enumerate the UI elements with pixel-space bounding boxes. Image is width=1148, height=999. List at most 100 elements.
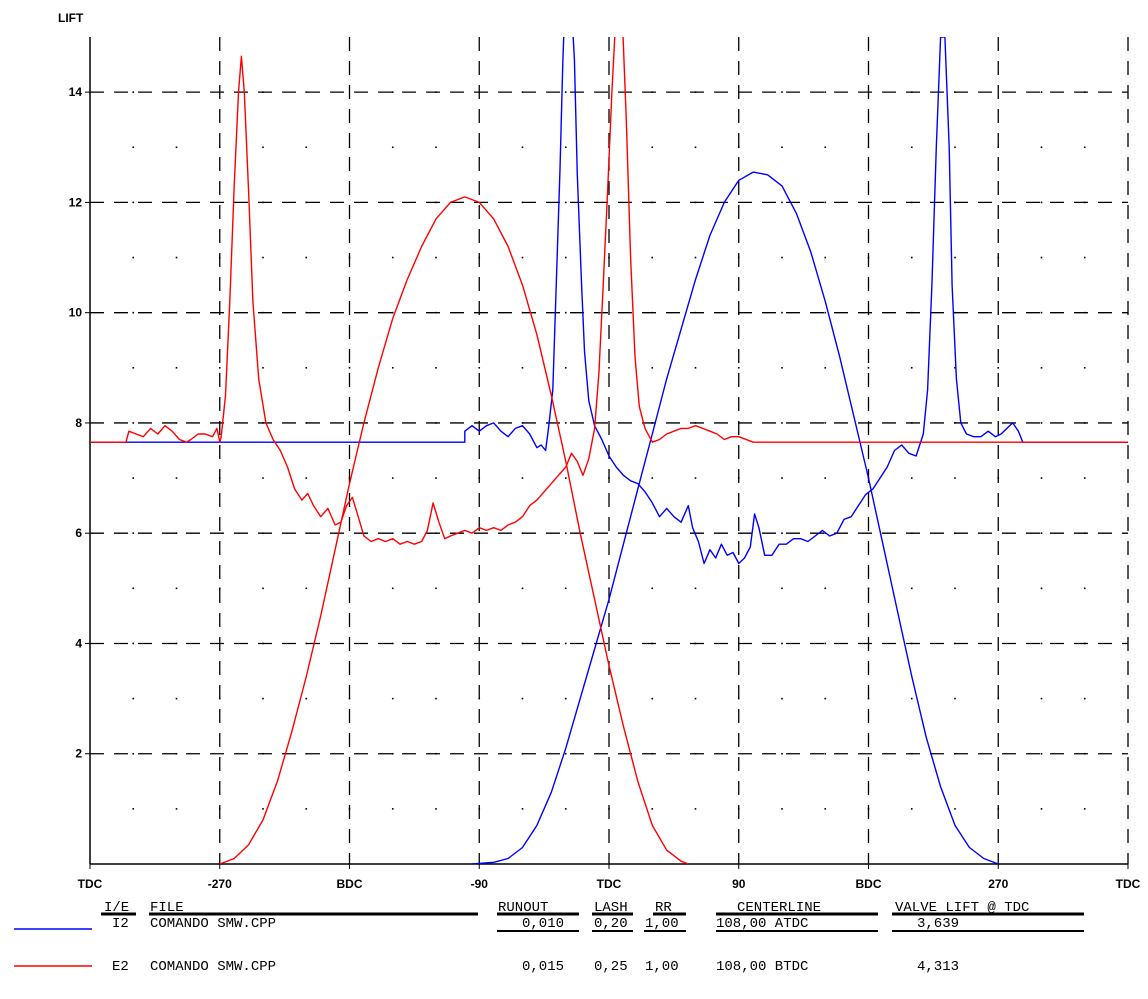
- grid-dot: [262, 311, 264, 314]
- grid-dot: [435, 532, 437, 534]
- grid-dot: [391, 91, 394, 93]
- y-tick-label: 10: [69, 306, 83, 320]
- legend-valve-lift-i2: 3,639: [917, 916, 959, 932]
- grid-dot: [262, 91, 264, 93]
- grid-dot: [694, 146, 697, 149]
- grid-dot: [1083, 808, 1086, 810]
- grid-dot: [737, 367, 740, 369]
- grid-dot: [824, 697, 827, 700]
- grid-dot: [694, 808, 697, 810]
- grid-dot: [651, 311, 654, 314]
- grid-dot: [521, 311, 524, 314]
- grid-dot: [608, 587, 610, 590]
- grid-dot: [564, 311, 567, 314]
- grid-dot: [1083, 256, 1086, 259]
- grid-dot: [824, 642, 827, 645]
- grid-dot: [737, 808, 740, 810]
- y-axis-label: LIFT: [58, 11, 84, 25]
- legend-file-e2: COMANDO SMW.CPP: [150, 959, 276, 975]
- series-e2-velocity-curve: [90, 37, 1128, 545]
- grid-dot: [651, 146, 654, 149]
- grid-dot: [391, 477, 394, 479]
- grid-dot: [1040, 422, 1043, 424]
- grid-dot: [737, 587, 740, 590]
- grid-dot: [997, 146, 1000, 149]
- grid-dot: [132, 587, 135, 590]
- grid-dot: [781, 146, 783, 149]
- grid-dot: [1083, 311, 1086, 314]
- grid-dot: [305, 256, 308, 259]
- legend-rr-i2: 1,00: [645, 916, 679, 932]
- grid-dot: [521, 91, 524, 93]
- legend-header-rr: RR: [655, 900, 672, 916]
- grid-dot: [478, 477, 481, 479]
- grid-dot: [954, 201, 956, 204]
- grid-dot: [218, 146, 221, 149]
- grid-dot: [737, 697, 740, 700]
- grid-dot: [435, 146, 437, 149]
- grid-dot: [651, 477, 654, 479]
- grid-dot: [1083, 91, 1086, 93]
- grid-dot: [564, 642, 567, 645]
- grid-dot: [564, 422, 567, 424]
- legend-lash-e2: 0,25: [594, 959, 628, 975]
- grid-dot: [262, 422, 264, 424]
- grid-dot: [954, 477, 956, 479]
- grid-dot: [435, 311, 437, 314]
- grid-dot: [910, 808, 913, 810]
- grid-dot: [521, 367, 524, 369]
- grid-dot: [521, 587, 524, 590]
- grid-dot: [305, 422, 308, 424]
- legend-valve-lift-e2: 4,313: [917, 959, 959, 975]
- grid-dot: [651, 201, 654, 204]
- grid-dot: [132, 311, 135, 314]
- grid-dot: [564, 201, 567, 204]
- grid-dot: [478, 697, 481, 700]
- grid-dot: [435, 752, 437, 755]
- grid-dot: [824, 201, 827, 204]
- x-tick-label: TDC: [78, 877, 103, 891]
- grid-dot: [132, 422, 135, 424]
- grid-dot: [997, 587, 1000, 590]
- grid-dot: [175, 477, 178, 479]
- series-layer: [90, 37, 1128, 864]
- grid-dot: [132, 91, 135, 93]
- grid-dot: [651, 256, 654, 259]
- grid-dot: [954, 752, 956, 755]
- grid-dot: [132, 477, 135, 479]
- grid-dot: [1040, 697, 1043, 700]
- grid-dot: [564, 532, 567, 534]
- grid-dot: [954, 532, 956, 534]
- grid-dot: [391, 367, 394, 369]
- grid-dot: [262, 256, 264, 259]
- grid-dot: [348, 256, 351, 259]
- grid-dot: [954, 642, 956, 645]
- grid-dot: [435, 697, 437, 700]
- x-tick-label: TDC: [597, 877, 622, 891]
- grid-dot: [781, 367, 783, 369]
- grid-dot: [564, 697, 567, 700]
- grid-dot: [391, 587, 394, 590]
- grid-dot: [1040, 201, 1043, 204]
- grid-dot: [608, 697, 610, 700]
- grid-dot: [608, 477, 610, 479]
- grid-dot: [478, 587, 481, 590]
- grid-dot: [910, 642, 913, 645]
- grid-dot: [954, 808, 956, 810]
- grid-dot: [1083, 642, 1086, 645]
- grid-dot: [1040, 91, 1043, 93]
- grid-dot: [175, 91, 178, 93]
- grid-dot: [391, 256, 394, 259]
- grid-dot: [737, 146, 740, 149]
- grid-dot: [132, 201, 135, 204]
- grid-dot: [910, 697, 913, 700]
- legend-header-file: FILE: [150, 900, 184, 916]
- grid-dot: [521, 201, 524, 204]
- grid-dot: [1040, 311, 1043, 314]
- grid-dot: [391, 752, 394, 755]
- grid-dot: [435, 256, 437, 259]
- legend-table: I/E FILE RUNOUT LASH RR CENTERLINE VALVE…: [14, 900, 1084, 975]
- grid-dot: [391, 146, 394, 149]
- grid-dot: [608, 256, 610, 259]
- grid-dot: [564, 256, 567, 259]
